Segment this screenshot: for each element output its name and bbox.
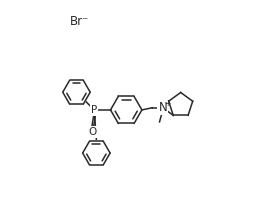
Text: O: O (88, 127, 96, 137)
Text: N: N (159, 101, 167, 114)
Text: +: + (165, 99, 171, 108)
Text: P: P (91, 105, 97, 115)
Text: Br⁻: Br⁻ (70, 15, 89, 28)
